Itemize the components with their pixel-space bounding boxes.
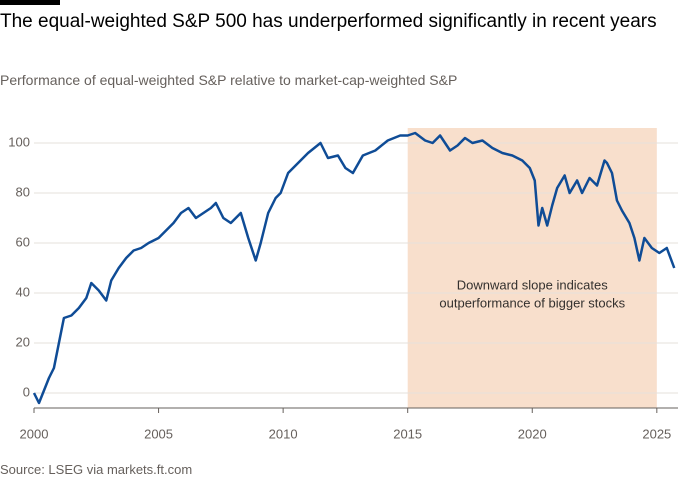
y-tick-label: 40 [16, 284, 30, 299]
x-tick-label: 2005 [144, 426, 173, 441]
x-tick-label: 2020 [518, 426, 547, 441]
y-tick-label: 100 [8, 134, 30, 149]
highlight-band [407, 128, 657, 408]
data-line [32, 131, 676, 405]
source: Source: LSEG via markets.ft.com [0, 462, 193, 477]
x-tick-label: 2025 [642, 426, 671, 441]
x-tick-label: 2010 [269, 426, 298, 441]
annotation: Downward slope indicates [457, 277, 609, 292]
x-tick-label: 2000 [20, 426, 49, 441]
annotation: outperformance of bigger stocks [439, 295, 625, 310]
y-tick-label: 20 [16, 334, 30, 349]
top-bar [0, 0, 60, 5]
x-tick-label: 2015 [393, 426, 422, 441]
chart-subtitle: Performance of equal-weighted S&P relati… [0, 72, 458, 88]
y-tick-label: 60 [16, 234, 30, 249]
y-tick-label: 80 [16, 184, 30, 199]
chart-title: The equal-weighted S&P 500 has underperf… [0, 11, 657, 32]
chart: 0 20 40 60 80 100 2000 2005 2010 2015 2020 2025 Down… [8, 128, 678, 441]
y-tick-label: 0 [23, 384, 30, 399]
